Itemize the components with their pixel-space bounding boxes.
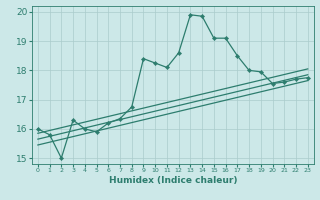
X-axis label: Humidex (Indice chaleur): Humidex (Indice chaleur)	[108, 176, 237, 185]
